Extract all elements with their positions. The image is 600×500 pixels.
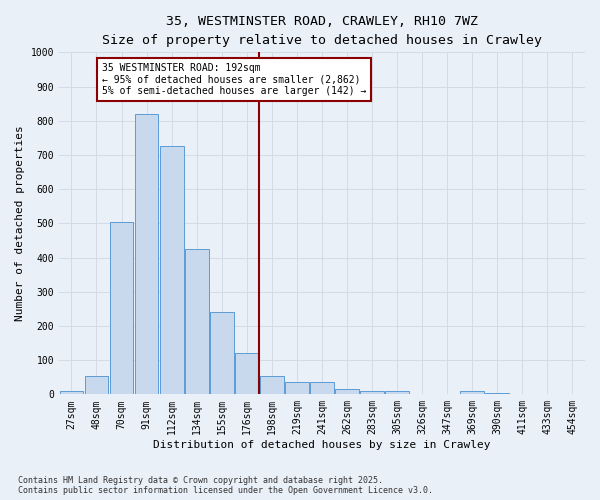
Bar: [110, 222, 133, 394]
Bar: [385, 391, 409, 394]
Title: 35, WESTMINSTER ROAD, CRAWLEY, RH10 7WZ
Size of property relative to detached ho: 35, WESTMINSTER ROAD, CRAWLEY, RH10 7WZ …: [102, 15, 542, 47]
Bar: [485, 392, 509, 394]
Bar: [210, 312, 233, 394]
Bar: [460, 391, 484, 394]
Bar: [360, 391, 384, 394]
Bar: [335, 389, 359, 394]
Bar: [260, 376, 284, 394]
Bar: [185, 249, 209, 394]
Bar: [285, 382, 309, 394]
Bar: [59, 391, 83, 394]
Bar: [235, 354, 259, 395]
Text: Contains HM Land Registry data © Crown copyright and database right 2025.
Contai: Contains HM Land Registry data © Crown c…: [18, 476, 433, 495]
Y-axis label: Number of detached properties: Number of detached properties: [15, 126, 25, 321]
Bar: [310, 382, 334, 394]
Text: 35 WESTMINSTER ROAD: 192sqm
← 95% of detached houses are smaller (2,862)
5% of s: 35 WESTMINSTER ROAD: 192sqm ← 95% of det…: [101, 62, 366, 96]
X-axis label: Distribution of detached houses by size in Crawley: Distribution of detached houses by size …: [153, 440, 491, 450]
Bar: [85, 376, 109, 394]
Bar: [160, 146, 184, 394]
Bar: [134, 114, 158, 394]
